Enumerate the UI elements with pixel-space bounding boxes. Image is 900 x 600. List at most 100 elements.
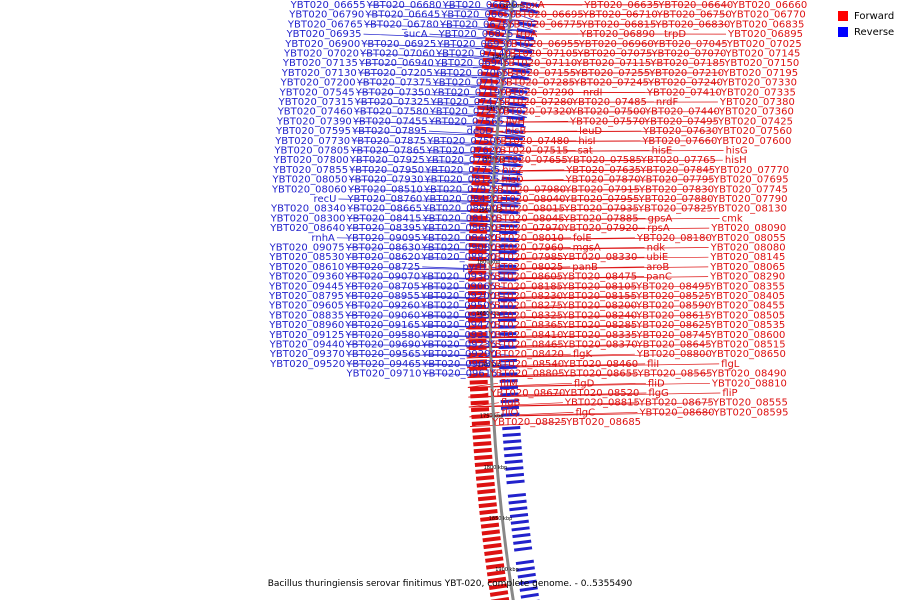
forward-gene-label: YBT020_08615	[635, 310, 711, 321]
forward-feature-block	[480, 71, 500, 78]
gene-label-text: hisG	[726, 146, 748, 157]
gene-label-text: YBT020_08555	[712, 398, 788, 409]
reverse-gene-label: YBT020_08300	[270, 213, 346, 224]
gene-label-text: YBT020_08805	[489, 369, 565, 380]
reverse-gene-label: YBT020_09445	[268, 281, 344, 292]
gene-label-text: YBT020_06830	[654, 19, 730, 30]
gene-connector	[470, 421, 565, 427]
gene-label-text: YBT020_07185	[649, 58, 725, 69]
reverse-gene-label: YBT020_08725	[344, 262, 420, 273]
gene-label-text: YBT020_07580	[353, 107, 429, 118]
reverse-feature-block	[508, 95, 527, 101]
gene-label-text: YBT020_08155	[561, 291, 637, 302]
forward-gene-label: YBT020_07845	[639, 165, 715, 176]
forward-gene-label: YBT020_07145	[724, 49, 800, 60]
gene-label-text: YBT020_07800	[273, 155, 349, 166]
forward-gene-label: YBT020_07025	[726, 39, 802, 50]
reverse-gene-label: YBT020_06940	[358, 58, 434, 69]
gene-label-text: YBT020_06680	[366, 0, 442, 11]
forward-gene-label: YBT020_07045	[652, 39, 728, 50]
forward-gene-label: YBT020_08370	[562, 340, 638, 351]
gene-label-text: YBT020_08365	[487, 320, 563, 331]
forward-gene-label: trpD	[664, 29, 686, 40]
gene-label-text: YBT020_06935	[286, 29, 362, 40]
gene-label-text: YBT020_06790	[288, 10, 364, 21]
forward-feature-block	[489, 3, 509, 10]
reverse-gene-label: YBT020_08665	[346, 204, 422, 215]
gene-label-text: YBT020_09690	[345, 340, 421, 351]
gene-label-text: YBT020_08055	[710, 233, 786, 244]
gene-connector	[426, 169, 523, 176]
gene-label-text: YBT020_07565	[428, 116, 504, 127]
gene-label-text: YBT020_07320	[496, 107, 572, 118]
reverse-gene-label: YBT020_08050	[272, 175, 348, 186]
reverse-gene-label: YBT020_07060	[359, 49, 435, 60]
gene-label-text: YBT020_08040	[489, 194, 565, 205]
gene-connector	[467, 227, 710, 231]
forward-gene-label: YBT020_08605	[487, 272, 563, 283]
gene-label-text: YBT020_07315	[278, 97, 354, 108]
gene-label-text: YBT020_06825	[438, 29, 514, 40]
gene-label-text: YBT020_06775	[506, 19, 582, 30]
forward-feature-block	[484, 549, 503, 556]
reverse-gene-label: YBT020_09690	[345, 340, 421, 351]
scale-tick: 1550 kbp	[479, 208, 503, 214]
gene-label-text: YBT020_07545	[279, 87, 355, 98]
strand-legend: Forward Reverse	[838, 8, 894, 40]
reverse-gene-label: YBT020_07735	[424, 165, 500, 176]
forward-feature-block	[475, 475, 495, 481]
forward-gene-label: YBT020_08505	[709, 310, 785, 321]
gene-label-text: flgK	[573, 349, 593, 360]
gene-label-text: YBT020_09440	[269, 340, 345, 351]
gene-label-text: YBT020_07460	[277, 107, 353, 118]
gene-label-text: YBT020_07155	[500, 68, 576, 79]
reverse-gene-label: YBT020_07130	[281, 68, 357, 79]
reverse-feature-block	[516, 28, 535, 34]
gene-label-text: YBT020_08285	[561, 320, 637, 331]
gene-label-text: YBT020_09290	[421, 349, 497, 360]
reverse-feature-block	[516, 566, 535, 572]
reverse-gene-label: YBT020_07565	[428, 116, 504, 127]
gene-label-text: YBT020_07485	[571, 97, 647, 108]
forward-gene-label: trpA	[516, 29, 537, 40]
gene-connector	[466, 285, 709, 290]
scale-tick: 1350 kbp	[499, 4, 523, 10]
gene-label-text: ubiE	[646, 252, 668, 263]
scale-tick: 1800 kbp	[484, 465, 508, 471]
gene-label-text: YBT020_07925	[349, 155, 425, 166]
forward-feature-block	[482, 57, 501, 64]
forward-gene-label: flgL	[721, 359, 740, 370]
forward-gene-label: YBT020_08365	[487, 320, 563, 331]
gene-label-text: YBT020_07495	[643, 116, 719, 127]
reverse-gene-label: YBT020_09615	[421, 369, 497, 380]
gene-label-text: YBT020_07635	[565, 165, 641, 176]
gene-labels: YBT020_06620YBT020_06680YBT020_06655YBT0…	[268, 0, 807, 428]
reverse-gene-label: YBT020_07545	[279, 87, 355, 98]
reverse-feature-block	[501, 183, 520, 188]
forward-gene-label: YBT020_07280	[497, 97, 573, 108]
forward-gene-label: YBT020_08680	[638, 407, 714, 418]
forward-gene-label: YBT020_07885	[563, 213, 639, 224]
reverse-gene-label: YBT020_08955	[344, 291, 420, 302]
gene-label-text: fliI	[647, 359, 659, 370]
forward-feature-block	[485, 563, 505, 570]
reverse-feature-block	[505, 129, 524, 134]
reverse-feature-block	[504, 136, 523, 141]
gene-label-text: YBT020_08145	[709, 252, 785, 263]
gene-label-text: YBT020_08025	[487, 262, 563, 273]
reverse-feature-block	[519, 8, 538, 14]
gene-label-text: YBT020_07135	[282, 58, 358, 69]
forward-gene-label: YBT020_07070	[650, 49, 726, 60]
forward-gene-label: YBT020_08540	[488, 359, 564, 370]
forward-gene-label: YBT020_06890	[579, 29, 655, 40]
gene-label-text: YBT020_08335	[561, 330, 637, 341]
gene-label-text: YBT020_06765	[287, 19, 363, 30]
forward-swatch	[838, 11, 848, 21]
forward-feature-block	[468, 359, 488, 364]
reverse-feature-block	[499, 372, 518, 377]
forward-gene-label: YBT020_08565	[637, 369, 713, 380]
forward-gene-label: YBT020_08105	[561, 281, 637, 292]
forward-feature-block	[477, 488, 496, 495]
forward-gene-label: nrdF	[656, 97, 679, 108]
gene-label-text: YBT020_08510	[347, 184, 423, 195]
